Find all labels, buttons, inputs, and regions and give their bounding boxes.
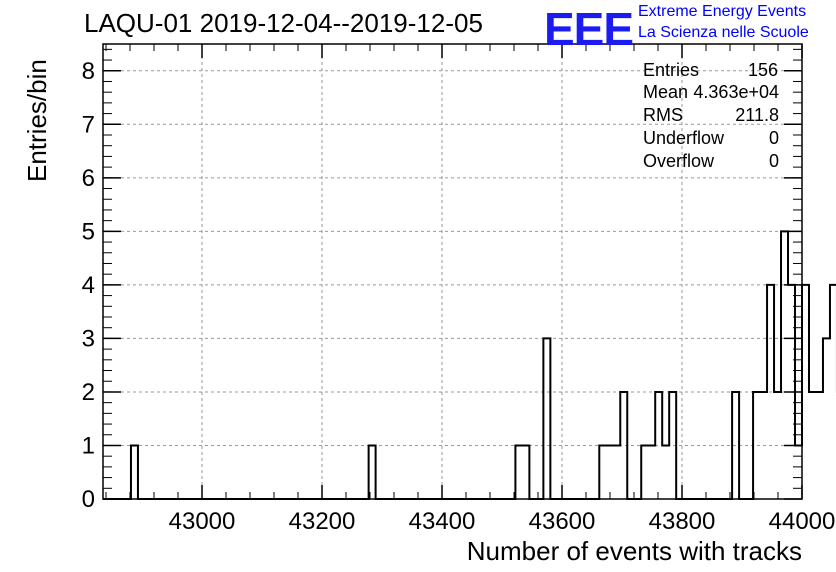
histogram-bin (599, 445, 606, 499)
histogram-bin (613, 445, 620, 499)
histogram-bin (781, 231, 788, 499)
x-tick-label: 43000 (169, 508, 236, 535)
histogram-bin (662, 445, 669, 499)
eee-logo: EEE (544, 3, 634, 55)
histogram-bin (802, 285, 809, 499)
y-axis-label: Entries/bin (22, 59, 52, 182)
axis-ticks (103, 44, 803, 500)
chart-title: LAQU-01 2019-12-04--2019-12-05 (84, 8, 483, 38)
stat-label-mean: Mean (643, 82, 689, 102)
stat-value-mean: 4.363e+04 (693, 82, 779, 102)
logo-line-1: Extreme Energy Events (638, 3, 807, 20)
x-tick-label: 43400 (409, 508, 476, 535)
stat-value-rms: 211.8 (735, 105, 779, 125)
tick-labels: 0 1 2 3 4 5 6 7 8 43000 43200 43400 43600 43800 44000 (82, 58, 836, 535)
histogram-bin (515, 445, 522, 499)
plot-frame (102, 43, 803, 500)
stat-label-underflow: Underflow (643, 128, 725, 148)
grid-lines (103, 44, 802, 499)
stat-value-entries: 156 (747, 60, 778, 80)
y-tick-label: 7 (82, 111, 95, 138)
histogram-bin (641, 445, 648, 499)
histogram-bin (823, 338, 830, 499)
histogram-bin (369, 445, 376, 499)
y-tick-label: 4 (82, 272, 95, 299)
histogram-bin (816, 392, 823, 499)
y-tick-label: 8 (82, 58, 95, 85)
histogram-bin (795, 445, 802, 499)
y-tick-label: 5 (82, 218, 95, 245)
histogram-bin (131, 445, 138, 499)
y-tick-label: 6 (82, 165, 95, 192)
y-tick-label: 3 (82, 325, 95, 352)
histogram-bin (543, 338, 550, 499)
y-tick-label: 1 (82, 432, 95, 459)
y-tick-label: 0 (82, 486, 95, 513)
y-tick-label: 2 (82, 379, 95, 406)
histogram-bin (606, 445, 613, 499)
stat-label-rms: RMS (643, 105, 683, 125)
x-tick-label: 43200 (289, 508, 356, 535)
x-tick-label: 43800 (649, 508, 716, 535)
x-tick-label: 43600 (529, 508, 596, 535)
logo-line-2: La Scienza nelle Scuole (638, 24, 809, 41)
x-axis-label: Number of events with tracks (466, 536, 802, 566)
stat-value-overflow: 0 (768, 151, 779, 171)
histogram-bin (522, 445, 529, 499)
stat-label-entries: Entries (643, 60, 700, 80)
histogram-bin (809, 392, 816, 499)
stat-label-overflow: Overflow (643, 151, 715, 171)
x-tick-label: 44000 (769, 508, 836, 535)
histogram-bin (648, 445, 655, 499)
stat-value-underflow: 0 (768, 128, 779, 148)
